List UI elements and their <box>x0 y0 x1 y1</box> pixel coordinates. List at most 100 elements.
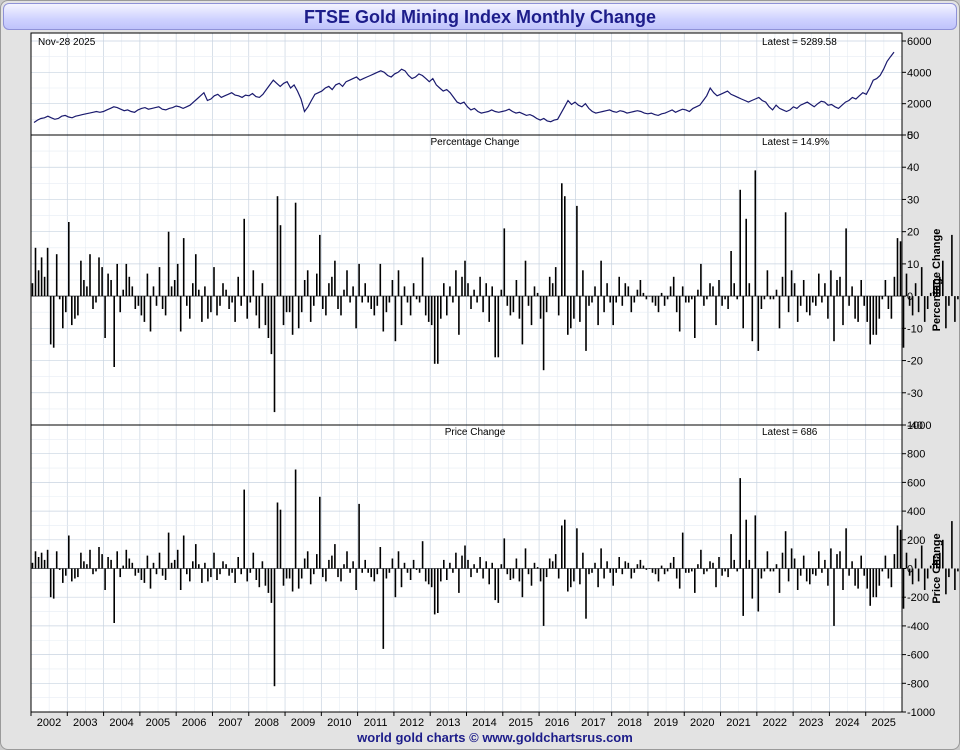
bar <box>802 555 805 569</box>
bar <box>642 292 645 297</box>
bar <box>503 538 506 569</box>
bar <box>545 296 548 313</box>
x-tick-label: 2015 <box>509 717 533 729</box>
bar <box>40 257 43 297</box>
bar <box>316 554 318 569</box>
x-tick-label: 2009 <box>291 717 315 729</box>
bar <box>600 260 602 297</box>
bar <box>291 568 294 592</box>
x-tick-label: 2020 <box>690 717 714 729</box>
bar <box>678 568 681 589</box>
bar <box>65 568 67 576</box>
bar <box>237 557 239 569</box>
bar <box>666 568 669 572</box>
bar <box>476 568 478 573</box>
bar <box>370 568 372 578</box>
bar <box>675 568 678 579</box>
bar <box>427 568 430 585</box>
bar <box>675 296 678 313</box>
bar <box>346 551 348 569</box>
bar <box>521 568 524 598</box>
bar <box>567 296 569 335</box>
bar <box>724 568 726 572</box>
bar <box>688 568 690 573</box>
bar <box>754 515 757 569</box>
bar <box>576 528 578 569</box>
bar <box>285 296 288 313</box>
bar <box>252 270 255 297</box>
bar <box>833 296 835 342</box>
bar <box>703 568 705 575</box>
bar <box>591 296 593 303</box>
y-tick-label: 10 <box>907 259 919 271</box>
bar <box>255 568 258 580</box>
bar <box>842 568 844 590</box>
bar <box>766 270 769 297</box>
bar <box>691 296 693 300</box>
bar <box>443 559 445 569</box>
bar <box>285 568 288 579</box>
bar <box>923 296 926 322</box>
bar <box>107 557 109 569</box>
bar <box>467 283 469 297</box>
bar <box>639 280 642 297</box>
bar <box>68 222 70 297</box>
bar <box>600 548 602 569</box>
bar <box>527 568 530 575</box>
bar <box>352 286 354 297</box>
bar <box>769 296 772 300</box>
bar <box>113 568 115 623</box>
bar <box>192 561 194 569</box>
bar <box>899 529 902 569</box>
bar <box>58 296 61 300</box>
bar <box>62 568 64 583</box>
bar <box>681 532 684 569</box>
bar <box>433 296 436 364</box>
bar <box>624 283 627 297</box>
bar <box>440 568 442 582</box>
bar <box>533 286 536 297</box>
bar <box>790 270 793 297</box>
bar <box>170 286 173 297</box>
x-tick-label: 2004 <box>109 717 133 729</box>
bar <box>207 296 209 319</box>
bar <box>657 568 660 582</box>
bar <box>624 561 627 569</box>
bar <box>842 296 844 326</box>
bar <box>848 296 850 306</box>
bar <box>512 296 515 313</box>
bar <box>46 549 49 569</box>
bar <box>243 218 245 297</box>
bar <box>361 568 363 573</box>
bar <box>691 568 693 572</box>
bar <box>887 568 890 579</box>
bar <box>173 280 176 297</box>
bar <box>231 296 233 303</box>
bar <box>733 283 735 297</box>
bar <box>397 270 400 297</box>
bar <box>660 292 663 297</box>
bar <box>71 296 73 326</box>
y-tick-label: -1000 <box>907 707 935 719</box>
bar <box>391 280 394 297</box>
bar <box>140 296 143 316</box>
bar <box>951 234 953 297</box>
bar <box>542 568 545 626</box>
bar <box>703 296 705 306</box>
bar <box>688 296 690 303</box>
latest-label: Latest = 14.9% <box>762 137 829 148</box>
bar <box>657 296 660 313</box>
bar <box>570 296 572 329</box>
bar <box>554 554 557 569</box>
bar <box>851 286 853 297</box>
bar <box>470 568 472 578</box>
bar <box>355 296 357 329</box>
bar <box>594 286 596 297</box>
bar <box>818 273 820 297</box>
bar <box>757 296 760 351</box>
bar <box>633 568 636 573</box>
bar <box>561 183 563 297</box>
bar <box>869 296 871 345</box>
bar <box>815 568 817 576</box>
bar <box>319 234 321 297</box>
